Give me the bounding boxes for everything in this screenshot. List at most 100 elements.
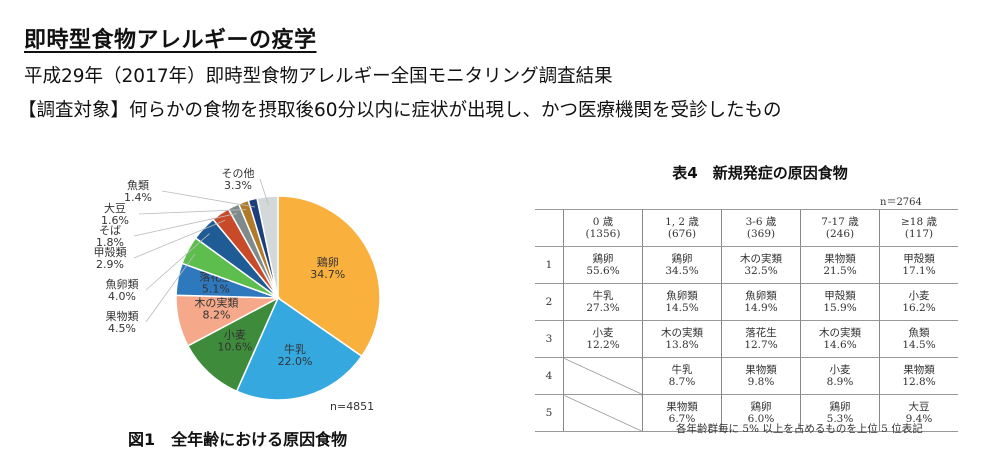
figure-caption: 図1 全年齢における原因食物	[128, 430, 348, 449]
food-cell: 牛乳 27.3%	[563, 283, 643, 321]
food-name: 魚類	[908, 327, 930, 339]
slice-category-label: 果物類	[106, 309, 139, 323]
food-percent: 8.7%	[668, 376, 696, 388]
slice-value-label: 10.6%	[217, 340, 252, 353]
leader-line-6	[145, 233, 210, 291]
food-percent: 5.3%	[826, 413, 854, 425]
age-group: 7-17 歳	[821, 216, 859, 228]
food-name: 鶏卵	[592, 253, 614, 265]
slice-category-label: 鶏卵	[317, 255, 339, 269]
food-cell: 木の実類 14.6%	[800, 320, 880, 358]
food-cell: 落花生 12.7%	[721, 320, 801, 358]
table-header-row: 0 歳 (1356) 1, 2 歳 (676) 3-6 歳 (369) 7-17 歳 (246…	[535, 209, 958, 247]
age-count: (117)	[904, 228, 934, 240]
food-percent: 6.7%	[668, 413, 696, 425]
food-cell: 牛乳 8.7%	[642, 357, 722, 395]
rank-cell: 1	[535, 246, 564, 284]
food-cell: 鶏卵 5.3%	[800, 394, 880, 432]
slice-value-label: 1.4%	[124, 191, 152, 204]
empty-cell	[563, 394, 643, 432]
food-name: 鶏卵	[829, 401, 851, 413]
pie-slice-1	[235, 296, 363, 401]
food-percent: 8.9%	[826, 376, 854, 388]
leader-line-8	[133, 213, 238, 237]
pie-chart: 鶏卵34.7%牛乳22.0%小麦10.6%木の実類8.2%落花生5.1%果物類4…	[94, 167, 381, 401]
slice-value-label: 1.6%	[101, 214, 129, 227]
table-row: 4 牛乳 8.7% 果物類 9.8% 小麦 8.9% 果物類 12.8%	[535, 357, 958, 395]
pie-slice-2	[186, 296, 280, 393]
food-cell: 鶏卵 55.6%	[563, 246, 643, 284]
slice-value-label: 1.8%	[96, 236, 124, 249]
food-name: 木の実類	[661, 327, 703, 339]
age-group: 0 歳	[592, 216, 614, 228]
leader-line-10	[161, 190, 255, 208]
table-sample-size: n＝2764	[880, 197, 922, 208]
rank-cell: 3	[535, 320, 564, 358]
slice-value-label: 3.3%	[224, 179, 252, 192]
food-cell: 甲殻類 17.1%	[879, 246, 958, 284]
slice-category-label: 魚類	[127, 179, 149, 192]
food-percent: 14.9%	[744, 302, 778, 314]
food-percent: 16.2%	[902, 302, 936, 314]
age-count: (676)	[667, 228, 697, 240]
pie-slice-11	[256, 195, 279, 299]
header-cell: 3-6 歳 (369)	[721, 209, 801, 247]
pie-sample-size: n=4851	[330, 400, 375, 413]
food-percent: 34.5%	[665, 265, 699, 277]
food-percent: 13.8%	[665, 339, 699, 351]
slice-category-label: そば	[99, 224, 121, 237]
age-group: 1, 2 歳	[665, 216, 699, 228]
food-name: 果物類	[666, 401, 698, 413]
food-percent: 14.6%	[823, 339, 857, 351]
food-cell: 魚卵類 14.5%	[642, 283, 722, 321]
slice-category-label: 大豆	[104, 201, 126, 215]
food-cell: 鶏卵 6.0%	[721, 394, 801, 432]
header-cell: 0 歳 (1356)	[563, 209, 643, 247]
food-name: 鶏卵	[750, 401, 772, 413]
food-name: 木の実類	[740, 253, 782, 265]
rank-cell: 2	[535, 283, 564, 321]
food-percent: 14.5%	[902, 339, 936, 351]
food-name: 小麦	[908, 290, 930, 302]
food-name: 大豆	[908, 401, 930, 413]
food-name: 甲殻類	[824, 290, 856, 302]
survey-target: 【調査対象】何らかの食物を摂取後60分以内に症状が出現し、かつ医療機関を受診した…	[18, 100, 782, 121]
table-row: 1 鶏卵 55.6% 鶏卵 34.5% 木の実類 32.5% 果物類 21.5% 甲殻類 17.1%	[535, 246, 958, 284]
table-row: 3 小麦 12.2% 木の実類 13.8% 落花生 12.7% 木の実類 14.6% 魚類 14.5…	[535, 320, 958, 358]
food-cell: 木の実類 13.8%	[642, 320, 722, 358]
subtitle: 平成29年（2017年）即時型食物アレルギー全国モニタリング調査結果	[24, 66, 613, 87]
slice-value-label: 4.5%	[108, 322, 136, 335]
slice-category-label: 小麦	[224, 328, 246, 341]
slice-value-label: 5.1%	[202, 282, 230, 295]
header-cell: ≥18 歳 (117)	[879, 209, 958, 247]
age-count: (246)	[825, 228, 855, 240]
food-name: 牛乳	[671, 364, 693, 376]
food-name: 果物類	[903, 364, 935, 376]
slice-value-label: 2.9%	[96, 258, 124, 271]
slice-value-label: 22.0%	[278, 355, 313, 368]
table-title: 表4 新規発症の原因食物	[672, 164, 848, 182]
food-cell: 小麦 16.2%	[879, 283, 958, 321]
pie-slice-0	[277, 195, 381, 358]
food-percent: 55.6%	[586, 265, 620, 277]
slice-category-label: 牛乳	[284, 342, 306, 356]
slice-category-label: 甲殻類	[94, 245, 127, 259]
food-percent: 21.5%	[823, 265, 857, 277]
food-name: 魚卵類	[745, 290, 777, 302]
empty-cell	[563, 357, 643, 395]
food-name: 牛乳	[592, 290, 614, 302]
food-name: 落花生	[745, 327, 777, 339]
food-cell: 鶏卵 34.5%	[642, 246, 722, 284]
leader-line-11	[259, 178, 269, 205]
food-percent: 6.0%	[747, 413, 775, 425]
food-name: 果物類	[824, 253, 856, 265]
food-percent: 12.2%	[586, 339, 620, 351]
cause-food-table: 0 歳 (1356) 1, 2 歳 (676) 3-6 歳 (369) 7-17 歳 (246…	[535, 209, 958, 432]
leader-line-5	[145, 253, 196, 323]
age-group: 3-6 歳	[745, 216, 777, 228]
food-name: 魚卵類	[666, 290, 698, 302]
food-cell: 小麦 12.2%	[563, 320, 643, 358]
food-percent: 12.8%	[902, 376, 936, 388]
food-cell: 魚類 14.5%	[879, 320, 958, 358]
table-row: 2 牛乳 27.3% 魚卵類 14.5% 魚卵類 14.9% 甲殻類 15.9% 小麦 16.2%	[535, 283, 958, 321]
